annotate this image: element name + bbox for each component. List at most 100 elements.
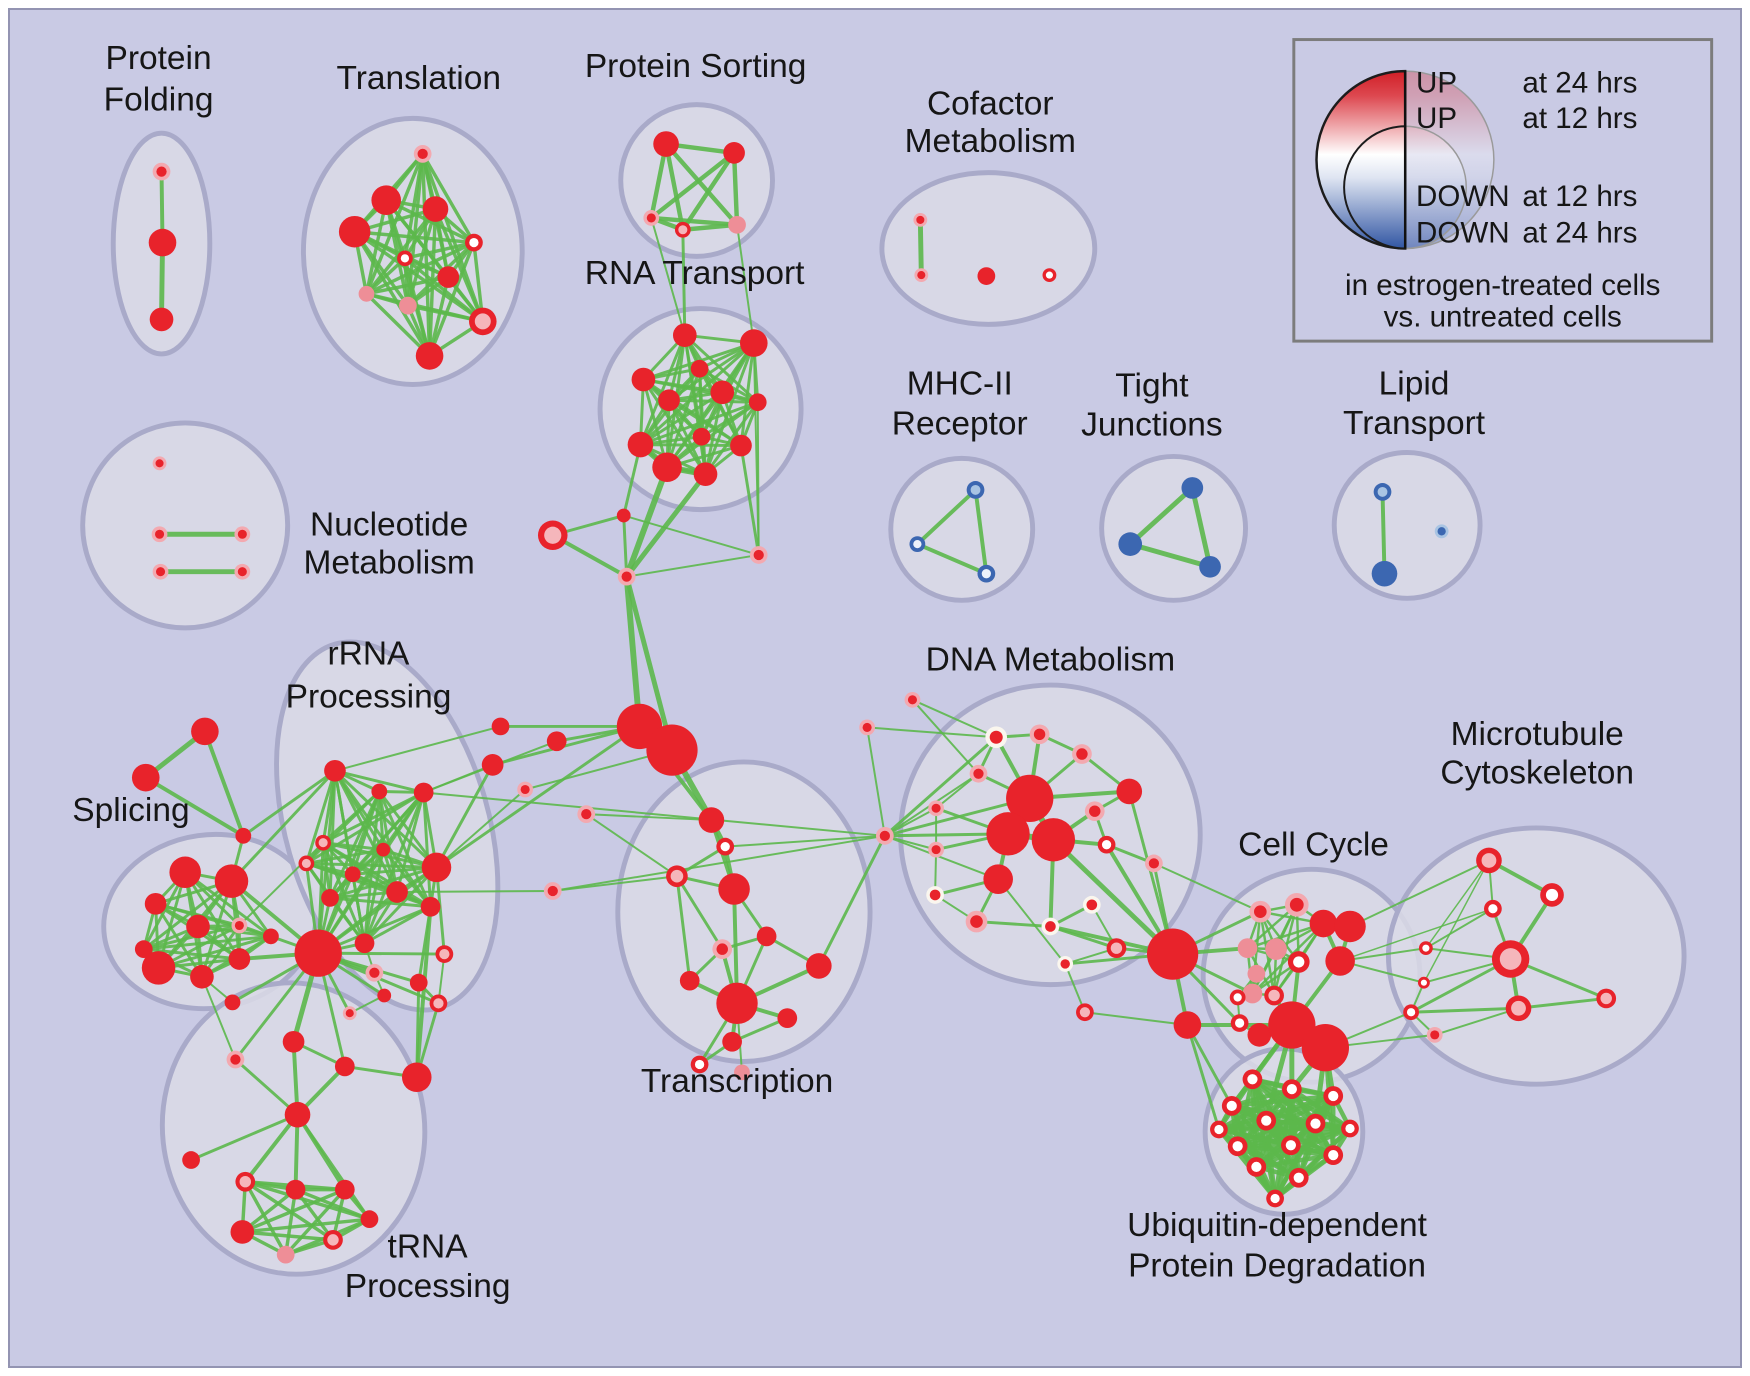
node-dmE1[interactable] (1116, 778, 1143, 805)
node-rt5[interactable] (658, 389, 680, 412)
node-c2[interactable] (616, 508, 631, 523)
node-cc6[interactable] (1265, 938, 1287, 960)
node-ps2[interactable] (723, 142, 745, 164)
node-rt4[interactable] (690, 359, 709, 378)
node-tri3[interactable] (235, 827, 252, 844)
node-rt2[interactable] (739, 329, 768, 357)
node-x1[interactable] (1173, 1011, 1202, 1039)
node-rt8[interactable] (692, 427, 711, 446)
node-bb[interactable] (1146, 928, 1199, 980)
node-tn4[interactable] (282, 1030, 305, 1053)
node-w2[interactable] (491, 717, 510, 736)
node-dmC2[interactable] (986, 812, 1030, 856)
node-tj2[interactable] (1118, 532, 1143, 556)
node-rrK[interactable] (321, 889, 339, 907)
node-ps5[interactable] (728, 215, 746, 234)
node-sp4[interactable] (186, 914, 210, 939)
node-sp10[interactable] (263, 928, 279, 945)
node-sp9[interactable] (228, 948, 251, 970)
node-rt10[interactable] (652, 452, 682, 483)
node-rt1[interactable] (672, 323, 697, 348)
node-tx6[interactable] (756, 926, 777, 947)
node-tn1[interactable] (284, 1101, 311, 1128)
node-tl3[interactable] (422, 196, 449, 222)
node-rt3[interactable] (631, 367, 656, 392)
node-tl4[interactable] (338, 215, 371, 248)
node-rrI[interactable] (386, 881, 408, 903)
node-tx8[interactable] (679, 970, 700, 991)
node-pf2[interactable] (148, 228, 177, 257)
node-tl8[interactable] (358, 285, 375, 302)
node-tn5[interactable] (334, 1056, 355, 1077)
edge-tn9-tn12 (283, 1187, 347, 1257)
node-ubb1[interactable] (1268, 1001, 1316, 1049)
node-rt9[interactable] (627, 431, 654, 458)
node-tn2[interactable] (182, 1151, 200, 1169)
node-tn13[interactable] (360, 1210, 379, 1229)
node-rrH[interactable] (421, 852, 452, 883)
node-tx10[interactable] (716, 982, 758, 1025)
node-tn9[interactable] (334, 1179, 355, 1200)
node-sp2[interactable] (214, 864, 249, 898)
node-tj3[interactable] (1199, 555, 1221, 578)
node-dmC1[interactable] (1006, 774, 1054, 823)
node-tn10[interactable] (230, 1220, 255, 1244)
node-rrC[interactable] (413, 782, 434, 803)
node-tx9[interactable] (806, 953, 832, 979)
node-cf3[interactable] (977, 267, 996, 285)
node-tx11[interactable] (777, 1008, 798, 1028)
node-tl9[interactable] (399, 296, 417, 315)
node-tx14[interactable] (734, 1064, 750, 1081)
node-cc14[interactable] (1247, 964, 1266, 983)
node-cc4[interactable] (1334, 910, 1366, 943)
node-ub13-core (1270, 1193, 1280, 1204)
node-pf3[interactable] (149, 307, 174, 332)
node-lp2[interactable] (1371, 560, 1398, 587)
node-sp6[interactable] (134, 940, 153, 959)
node-dmC3[interactable] (1031, 818, 1076, 862)
node-tri2[interactable] (131, 763, 160, 792)
node-rrR[interactable] (377, 988, 392, 1003)
node-tx4[interactable] (718, 873, 750, 905)
node-tx12[interactable] (722, 1031, 742, 1052)
node-tl11[interactable] (415, 342, 444, 370)
node-tn12[interactable] (276, 1245, 295, 1264)
node-tri1[interactable] (191, 717, 219, 746)
node-rrJ[interactable] (420, 896, 441, 917)
node-sp7[interactable] (141, 951, 176, 985)
node-ubb2[interactable] (1301, 1024, 1350, 1072)
edge-tl6-tl8 (364, 256, 407, 296)
node-sp8[interactable] (190, 964, 214, 989)
node-cc3[interactable] (1309, 909, 1338, 938)
node-rt11[interactable] (693, 462, 718, 486)
node-rt12[interactable] (730, 434, 752, 457)
node-ps1[interactable] (653, 131, 679, 157)
node-rrB[interactable] (371, 783, 388, 800)
node-sp1[interactable] (169, 856, 201, 889)
node-w3[interactable] (481, 754, 504, 776)
node-cc8[interactable] (1325, 946, 1355, 976)
node-tn6[interactable] (401, 1062, 432, 1093)
node-tn8[interactable] (285, 1179, 306, 1200)
node-tl7[interactable] (437, 266, 460, 288)
node-rrG[interactable] (376, 842, 391, 857)
node-rrL[interactable] (294, 929, 342, 977)
edge-mc6-mc1 (1423, 859, 1490, 984)
node-h2[interactable] (646, 724, 698, 776)
node-rrM[interactable] (354, 933, 375, 954)
node-tx1[interactable] (698, 807, 725, 833)
node-sp3[interactable] (144, 892, 167, 915)
node-tj1[interactable] (1181, 477, 1204, 499)
node-tn14[interactable] (224, 994, 241, 1011)
node-cc9[interactable] (1242, 983, 1263, 1004)
node-rt6[interactable] (710, 380, 735, 405)
node-rt7[interactable] (748, 393, 767, 412)
node-tl2[interactable] (371, 185, 401, 215)
node-rrF[interactable] (344, 866, 361, 883)
node-rrP[interactable] (409, 973, 428, 992)
node-cc12[interactable] (1247, 1023, 1272, 1047)
node-dmS1[interactable] (983, 864, 1013, 894)
node-cc5[interactable] (1237, 938, 1258, 959)
node-w1[interactable] (546, 731, 567, 752)
node-rrA[interactable] (324, 759, 346, 782)
